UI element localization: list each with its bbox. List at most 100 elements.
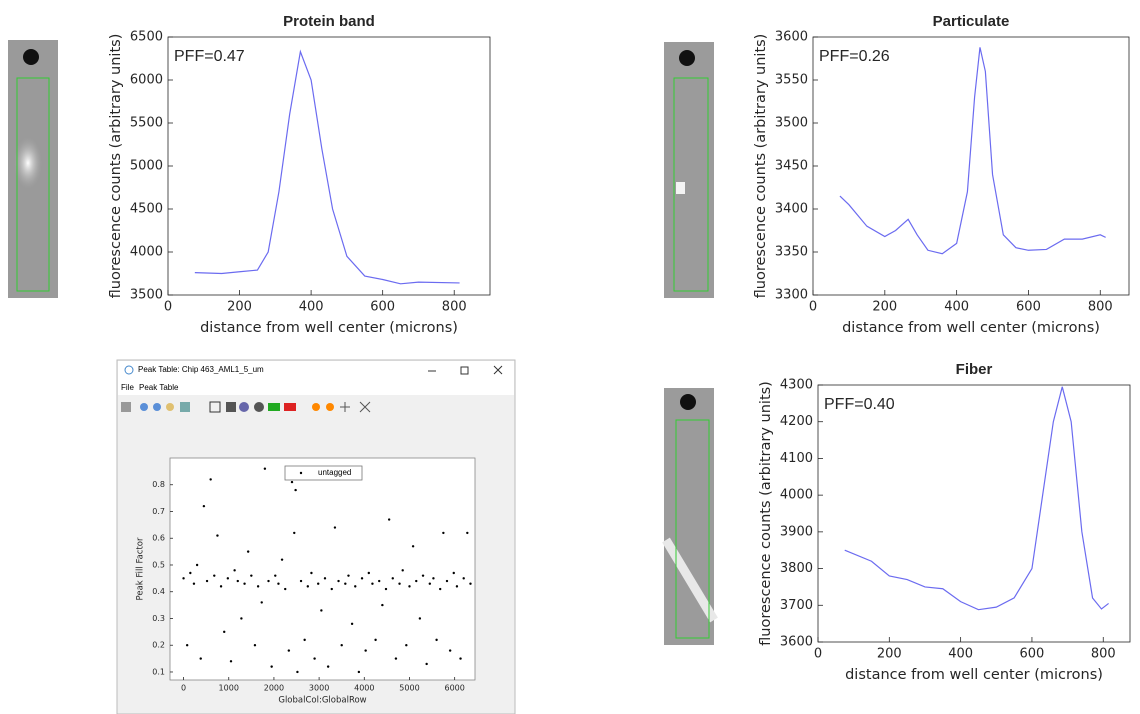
point <box>256 585 260 588</box>
legend: untagged <box>284 465 363 481</box>
point <box>462 577 465 580</box>
point <box>333 526 337 529</box>
point <box>405 644 408 647</box>
chart-title: Particulate <box>933 13 1010 30</box>
point <box>219 585 223 588</box>
point <box>439 587 442 591</box>
point <box>466 531 469 535</box>
y-tick-label: 0.6 <box>152 534 165 543</box>
point <box>391 577 394 580</box>
point <box>250 574 253 577</box>
point <box>411 545 415 548</box>
x-tick-label: 200 <box>877 647 902 662</box>
x-tick-label: 200 <box>227 300 252 315</box>
point <box>199 657 202 660</box>
point <box>270 665 273 668</box>
point <box>195 563 199 567</box>
point <box>243 582 246 585</box>
point <box>192 582 196 585</box>
x-tick-label: 200 <box>872 300 897 315</box>
annotation: PFF=0.47 <box>174 48 245 65</box>
plot-area <box>167 36 491 296</box>
annotation: PFF=0.40 <box>824 396 895 413</box>
point <box>455 585 459 588</box>
point <box>294 488 297 492</box>
point <box>340 644 343 647</box>
point <box>226 577 230 580</box>
point <box>360 577 364 580</box>
y-tick-label: 4100 <box>780 451 813 466</box>
x-tick-label: 600 <box>1020 647 1045 662</box>
point <box>448 649 452 652</box>
x-tick-label: 5000 <box>399 684 419 693</box>
y-tick-label: 4300 <box>780 378 813 393</box>
window-title: Peak Table: Chip 463_AML1_5_um <box>138 365 264 374</box>
legend-marker <box>299 471 303 475</box>
x-tick-label: 2000 <box>264 684 284 693</box>
y-tick-label: 3500 <box>130 288 163 303</box>
point <box>310 571 313 575</box>
point <box>326 665 330 668</box>
x-tick-label: 400 <box>299 300 324 315</box>
y-tick-label: 0.1 <box>152 667 165 676</box>
point <box>378 579 381 583</box>
point <box>313 657 316 660</box>
y-tick-label: 0.3 <box>152 614 165 623</box>
y-tick-label: 3400 <box>775 202 808 217</box>
point <box>364 649 367 652</box>
point <box>387 518 391 521</box>
point <box>260 601 263 604</box>
menu-item[interactable]: File <box>121 383 134 392</box>
y-tick-label: 0.7 <box>152 507 165 516</box>
point <box>445 579 449 583</box>
x-tick-label: 3000 <box>309 684 329 693</box>
point <box>357 670 361 674</box>
x-axis-label: distance from well center (microns) <box>845 667 1103 683</box>
y-axis-label: Peak Fill Factor <box>136 537 146 600</box>
y-tick-label: 3300 <box>775 288 808 303</box>
point <box>398 582 401 585</box>
point <box>330 587 333 591</box>
point <box>415 579 418 583</box>
point <box>299 579 303 583</box>
point <box>274 574 277 577</box>
plot-area <box>817 384 1131 643</box>
point <box>185 644 189 647</box>
point <box>229 660 233 663</box>
y-axis-label: fluorescence counts (arbitrary units) <box>753 34 769 299</box>
y-tick-label: 6000 <box>130 73 163 88</box>
point <box>428 582 432 585</box>
maximize-button[interactable] <box>460 366 469 375</box>
point <box>306 585 310 588</box>
x-tick-label: 4000 <box>354 684 374 693</box>
x-axis-label: distance from well center (microns) <box>842 320 1100 336</box>
point <box>202 504 206 508</box>
menu-item[interactable]: Peak Table <box>139 383 179 392</box>
point <box>280 558 284 561</box>
point <box>287 649 291 652</box>
point <box>253 644 257 647</box>
x-tick-label: 0 <box>164 300 172 315</box>
x-tick-label: 800 <box>442 300 467 315</box>
point <box>459 657 462 660</box>
point <box>435 638 438 642</box>
point <box>442 531 445 535</box>
close-button[interactable] <box>493 365 503 375</box>
point <box>317 582 320 585</box>
y-tick-label: 0.8 <box>152 480 165 489</box>
x-tick-label: 800 <box>1091 647 1116 662</box>
point <box>216 534 219 537</box>
y-tick-label: 0.2 <box>152 641 165 650</box>
y-tick-label: 3500 <box>775 116 808 131</box>
toolbar[interactable] <box>121 401 371 413</box>
y-tick-label: 3700 <box>780 598 813 613</box>
point <box>384 587 388 591</box>
x-tick-label: 0 <box>814 647 822 662</box>
point <box>418 617 422 620</box>
y-tick-label: 3900 <box>780 524 813 539</box>
y-tick-label: 3800 <box>780 561 813 576</box>
chart-title: Fiber <box>956 361 993 378</box>
point <box>209 478 212 481</box>
x-tick-label: 800 <box>1088 300 1113 315</box>
y-tick-label: 6500 <box>130 30 163 45</box>
